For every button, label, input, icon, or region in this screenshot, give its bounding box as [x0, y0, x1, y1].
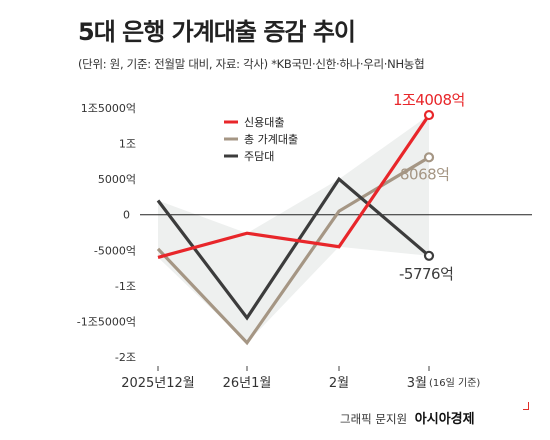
y-tick-label: -1조	[115, 280, 136, 293]
chart-title: 5대 은행 가계대출 증감 추이	[78, 18, 356, 46]
x-tick-note: (16일 기준)	[429, 377, 480, 389]
x-tick-label: 3월	[407, 376, 427, 391]
y-tick-label: -2조	[115, 351, 136, 364]
data-point-credit	[423, 109, 435, 121]
brand-logo-mark	[523, 402, 529, 410]
series-line-total	[156, 155, 430, 346]
y-tick-label: 0	[123, 209, 130, 222]
chart-subtitle: (단위: 원, 기준: 전월말 대비, 자료: 각사) *KB국민·신한·하나·…	[78, 57, 425, 71]
legend-label-mortgage: 주담대	[244, 150, 274, 163]
x-tick-label: 2월	[329, 376, 349, 391]
publisher-brand: 아시아경제	[414, 412, 475, 427]
y-tick-label: -5000억	[94, 244, 136, 257]
data-point-total	[423, 152, 435, 163]
y-tick-label: 5000억	[98, 173, 136, 186]
series-line-credit	[157, 114, 431, 259]
end-label-credit: 1조4008억	[393, 91, 465, 109]
y-tick-label: -1조5000억	[77, 315, 136, 328]
legend-label-credit: 신용대출	[244, 116, 284, 129]
x-tick-label: 26년1월	[223, 376, 272, 391]
series-line-mortgage	[156, 176, 431, 321]
series-range-band	[158, 115, 429, 343]
graphic-credit: 그래픽 문지원	[340, 412, 408, 426]
end-label-total: 8068억	[400, 165, 449, 183]
x-tick-label: 2025년12월	[121, 376, 195, 391]
y-tick-label: 1조5000억	[81, 102, 136, 115]
end-label-mortgage: -5776억	[399, 265, 453, 283]
y-tick-label: 1조	[119, 138, 136, 151]
data-point-mortgage	[423, 250, 435, 261]
source-credit: 그래픽 문지원 아시아경제	[340, 408, 475, 427]
legend-label-total: 총 가계대출	[244, 133, 298, 146]
